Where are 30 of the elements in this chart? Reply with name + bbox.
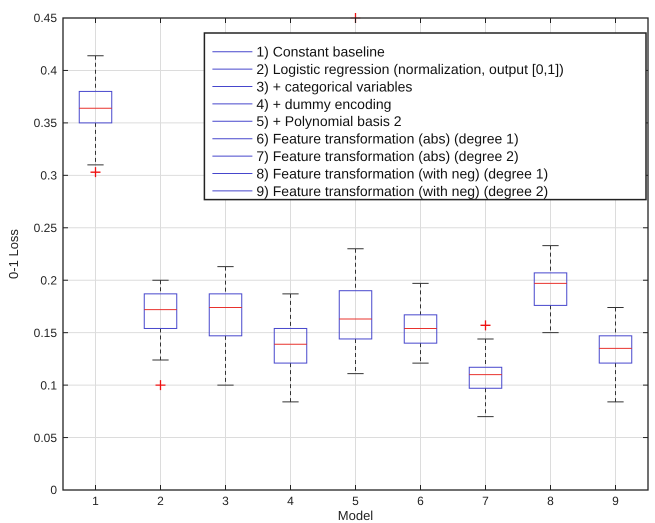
x-tick-label: 2 [157,494,164,508]
legend-label: 4) + dummy encoding [256,96,392,112]
y-tick-label: 0.2 [40,273,58,288]
x-tick-label: 1 [92,494,100,508]
legend-label: 5) + Polynomial basis 2 [256,113,402,130]
x-tick-label: 7 [482,494,490,508]
x-tick-label: 5 [352,494,360,508]
y-tick-label: 0.45 [34,11,58,26]
y-tick-label: 0.1 [40,378,58,392]
legend-label: 9) Feature transformation (with neg) (degree 2) [256,182,548,199]
y-tick-label: 0.3 [40,168,58,183]
legend-label: 7) Feature transformation (abs) (degree 2) [256,148,519,164]
legend-label: 1) Constant baseline [256,44,386,60]
y-tick-label: 0.4 [40,64,58,78]
y-tick-label: 0.25 [34,220,58,235]
y-tick-label: 0 [50,483,58,498]
x-tick-label: 4 [287,494,294,508]
y-tick-label: 0.05 [34,430,58,445]
legend-label: 6) Feature transformation (abs) (degree 1) [256,130,519,147]
legend-label: 2) Logistic regression (normalization, output [0,1]) [256,61,564,77]
x-axis-title: Model [338,508,374,523]
x-tick-label: 9 [612,494,620,508]
y-axis-title: 0-1 Loss [6,228,21,279]
x-tick-label: 8 [547,494,554,508]
x-tick-label: 3 [222,494,230,508]
y-tick-label: 0.15 [34,326,58,340]
y-tick-label: 0.35 [34,116,58,130]
x-tick-label: 6 [417,494,424,508]
legend-label: 3) + categorical variables [256,78,412,94]
legend-label: 8) Feature transformation (with neg) (degree 1) [256,165,548,182]
